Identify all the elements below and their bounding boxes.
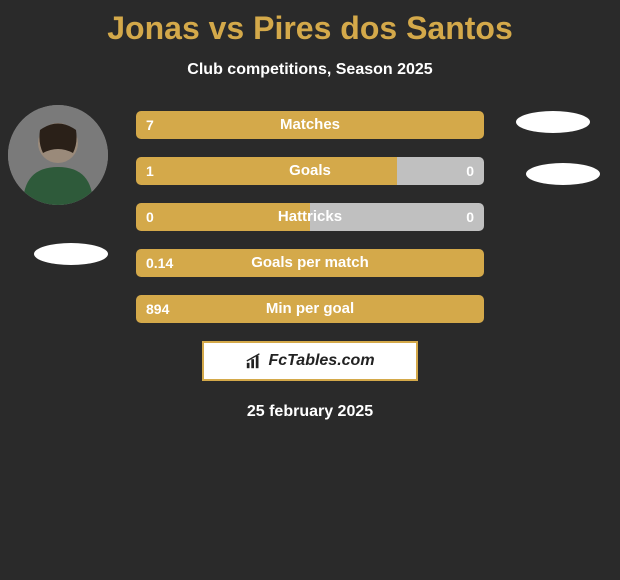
stat-bar-left-value: 894 — [136, 295, 179, 323]
stat-bar-row: Hattricks0 0 — [136, 203, 484, 231]
team-badge-right-1 — [516, 111, 590, 133]
stat-bar-label: Goals per match — [136, 249, 484, 277]
comparison-date: 25 february 2025 — [0, 403, 620, 421]
team-badge-left — [34, 243, 108, 265]
logo-text: FcTables.com — [268, 352, 374, 370]
stat-bar-label: Goals — [136, 157, 484, 185]
comparison-content: Matches7Goals10Hattricks00Goals per matc… — [0, 111, 620, 421]
fctables-logo: FcTables.com — [202, 341, 418, 381]
page-title: Jonas vs Pires dos Santos — [0, 0, 620, 47]
stat-bar-left-value: 0 — [136, 203, 164, 231]
stat-bar-row: Min per goal894 — [136, 295, 484, 323]
stat-bar-row: Matches7 — [136, 111, 484, 139]
stat-bar-row: Goals per match0.14 — [136, 249, 484, 277]
stat-bar-left-value: 1 — [136, 157, 164, 185]
bar-chart-icon — [245, 352, 263, 370]
stat-bar-row: Goals1 0 — [136, 157, 484, 185]
stat-bar-left-value: 7 — [136, 111, 164, 139]
avatar-placeholder-icon — [8, 105, 108, 205]
stat-bar-left-value: 0.14 — [136, 249, 183, 277]
stat-bar-right-value: 0 — [456, 157, 484, 185]
stat-bar-right-value: 0 — [456, 203, 484, 231]
stat-bar-label: Min per goal — [136, 295, 484, 323]
team-badge-right-2 — [526, 163, 600, 185]
stat-bar-label: Hattricks — [136, 203, 484, 231]
stat-bar-label: Matches — [136, 111, 484, 139]
stat-bars: Matches7Goals10Hattricks00Goals per matc… — [136, 111, 484, 323]
page-subtitle: Club competitions, Season 2025 — [0, 61, 620, 79]
player-left-avatar — [8, 105, 108, 205]
